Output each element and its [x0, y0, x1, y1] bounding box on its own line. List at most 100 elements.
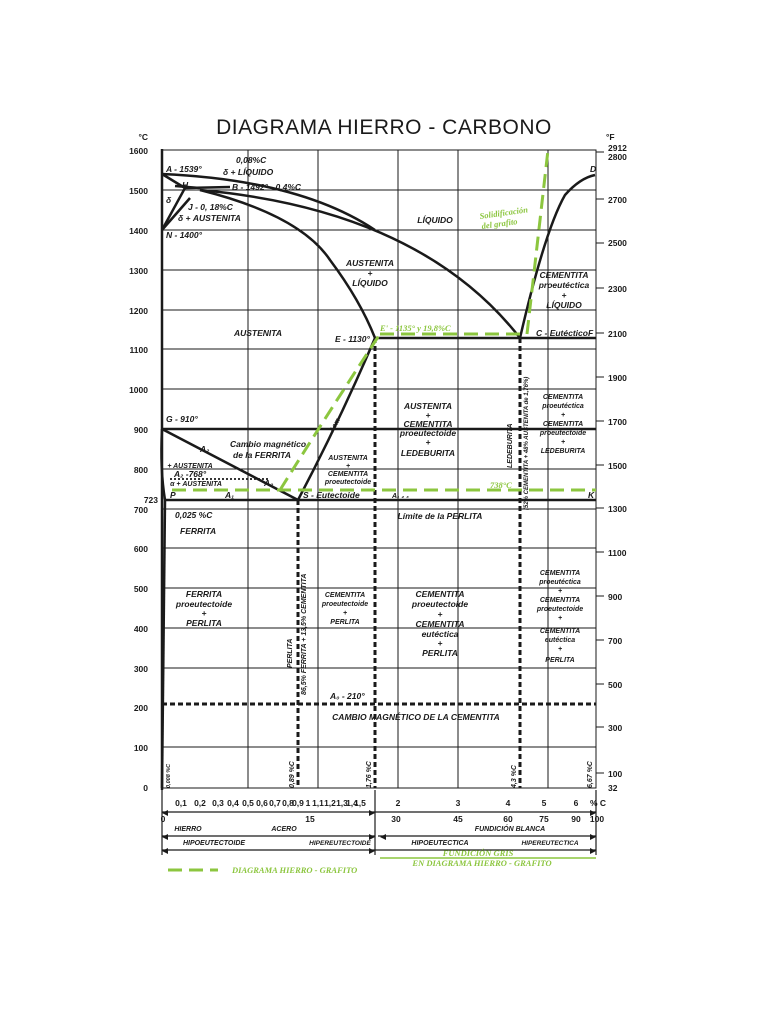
left-tick: 700: [134, 505, 148, 515]
label-0008: 0,008 %C: [166, 763, 172, 788]
label-acl-6: LEDEBURITA: [401, 448, 455, 458]
label-ccp-1: CEMENTITA: [416, 589, 465, 599]
label-ccp-7: PERLITA: [422, 648, 458, 658]
label-aus-liq-2: +: [368, 268, 373, 278]
label-aus-cem-3: CEMENTITA: [328, 471, 368, 478]
label-cp-4: PERLITA: [330, 619, 359, 626]
bottom-axis: 0,1 0,2 0,3 0,4 0,5 0,6 0,7 0,8 0,9 1 1,…: [161, 798, 606, 824]
left-axis: °C 1600 1500 1400 1300 1200 1100 1000 90…: [129, 132, 158, 793]
green-legend: DIAGRAMA HIERRO - GRAFITO: [231, 865, 357, 875]
bottom-tick: 0,2: [194, 798, 206, 808]
bottom-tick: 0,6: [256, 798, 268, 808]
left-tick: 1600: [129, 146, 148, 156]
label-cem-liq-1: CEMENTITA: [540, 270, 589, 280]
left-tick: 1000: [129, 385, 148, 395]
point-k: K: [588, 490, 595, 500]
label-ccp-2: proeutectoide: [411, 599, 468, 609]
right-tick: 2300: [608, 284, 627, 294]
label-delta-liquido: δ + LÍQUIDO: [223, 167, 274, 177]
green-e-prime: E' - 1135° y 19,8%C: [379, 323, 451, 333]
label-acl-5: +: [426, 437, 431, 447]
pct-tick: 30: [391, 814, 401, 824]
point-p: P: [170, 490, 176, 500]
label-hipoeutectica: HIPOEUTECTICA: [411, 840, 468, 847]
bottom-tick: 5: [542, 798, 547, 808]
a2-768-label: A₂ -768°: [173, 469, 207, 479]
point-e: E - 1130°: [335, 334, 371, 344]
label-hipoeutectoide: HIPOEUTECTOIDE: [183, 840, 245, 847]
label-ferr-cem-vert: 86,5% FERRITA + 13,5% CEMENTITA: [301, 574, 308, 695]
bottom-tick: 0,1: [175, 798, 187, 808]
right-tick: 900: [608, 592, 622, 602]
bottom-tick: 0,8: [282, 798, 294, 808]
label-liquido: LÍQUIDO: [417, 215, 453, 225]
label-cf-7: CEMENTITA: [540, 628, 580, 635]
label-aus-liq-1: AUSTENITA: [345, 258, 394, 268]
label-cf-10: PERLITA: [545, 657, 574, 664]
label-fp-3: +: [202, 608, 207, 618]
green-738: 738°C: [490, 480, 512, 490]
label-cf-4: CEMENTITA: [540, 597, 580, 604]
label-fp-1: FERRITA: [186, 589, 222, 599]
label-hierro: HIERRO: [174, 826, 202, 833]
label-667: 6,67 %C: [587, 760, 594, 788]
label-aus-cem-1: AUSTENITA: [327, 455, 368, 462]
label-43: 4,3 %C: [511, 764, 518, 789]
point-b: B - 1492° - 0,4%C: [232, 182, 302, 192]
label-hipereutectica: HIPEREUTECTICA: [521, 840, 578, 847]
label-ledeburita-vert: LEDEBURITA: [507, 423, 514, 468]
left-tick: 100: [134, 743, 148, 753]
bottom-tick: 0,3: [212, 798, 224, 808]
a1-label: A₁: [224, 490, 234, 500]
label-0025: 0,025 %C: [175, 510, 213, 520]
bottom-tick: 0,9: [292, 798, 304, 808]
label-cp-3: +: [343, 610, 347, 617]
label-acl-3: CEMENTITA: [404, 419, 453, 429]
left-tick: 200: [134, 703, 148, 713]
pct-tick: 15: [305, 814, 315, 824]
point-d: D: [590, 164, 596, 174]
label-fp-2: proeutectoide: [175, 599, 232, 609]
label-008: 0,08%C: [236, 155, 267, 165]
bottom-tick: 1: [306, 798, 311, 808]
label-austenita: AUSTENITA: [233, 328, 282, 338]
left-tick: 400: [134, 624, 148, 634]
label-alpha-aus: α + AUSTENITA: [170, 481, 222, 488]
label-cf-5: proeutectoide: [536, 606, 583, 613]
point-s: S - Eutectoide: [303, 490, 360, 500]
pct-tick: 0: [161, 814, 166, 824]
bottom-tick: 0,4: [227, 798, 239, 808]
label-cl-4: CEMENTITA: [543, 421, 583, 428]
green-labels: Solidificación del grafito E' - 1135° y …: [231, 204, 552, 875]
right-tick: 500: [608, 680, 622, 690]
dashed-lines: [162, 338, 596, 788]
vertical-labels: PERLITA 86,5% FERRITA + 13,5% CEMENTITA …: [166, 377, 594, 789]
point-a: A - 1539°: [165, 164, 202, 174]
green-eutectic: [380, 149, 550, 336]
right-tick: 1300: [608, 504, 627, 514]
label-perlita-vert: PERLITA: [287, 639, 294, 668]
a3-line: [161, 427, 299, 502]
classification-bars: [161, 790, 597, 855]
green-fund-gris-1: FUNDICIÓN GRIS: [442, 848, 514, 858]
left-tick-723: 723: [144, 495, 158, 505]
label-acl-4: proeutectoide: [399, 428, 456, 438]
bottom-tick: 1,2: [324, 798, 336, 808]
label-acero: ACERO: [270, 826, 297, 833]
point-h: H: [182, 180, 189, 190]
label-ccp-4: CEMENTITA: [416, 619, 465, 629]
a123-label: A₁ ₂ ₃: [391, 493, 409, 500]
label-176: 1,76 %C: [366, 760, 373, 788]
bottom-tick: 1,5: [354, 798, 366, 808]
label-cf-6: +: [558, 615, 562, 622]
label-cambio-1: Cambio magnético: [230, 439, 306, 449]
left-tick: 900: [134, 425, 148, 435]
label-ferr-aus: + AUSTENITA: [167, 463, 212, 470]
left-tick: 1400: [129, 226, 148, 236]
label-cl-2: proeutéctica: [541, 403, 584, 410]
point-n: N - 1400°: [166, 230, 203, 240]
region-labels: 0,08%C δ + LÍQUIDO δ δ + AUSTENITA LÍQUI…: [166, 155, 590, 722]
right-unit: °F: [606, 132, 615, 142]
label-cambio-cementita: CAMBIO MAGNÉTICO DE LA CEMENTITA: [332, 712, 500, 722]
